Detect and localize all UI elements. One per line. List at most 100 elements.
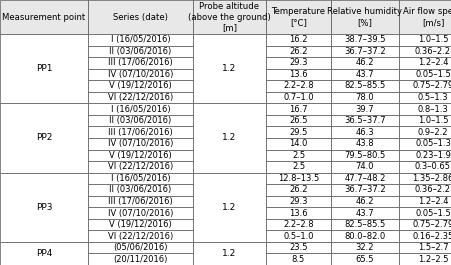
Text: II (03/06/2016): II (03/06/2016): [109, 116, 171, 125]
Bar: [88, 126, 193, 138]
Text: 1.2: 1.2: [222, 249, 236, 258]
Text: 0.05–1.3: 0.05–1.3: [414, 139, 450, 148]
Text: II (03/06/2016): II (03/06/2016): [109, 186, 171, 195]
Text: I (16/05/2016): I (16/05/2016): [110, 105, 170, 114]
Text: Measurement point: Measurement point: [2, 12, 85, 21]
Text: 14.0: 14.0: [289, 139, 307, 148]
Bar: [330, 161, 398, 173]
Text: PP2: PP2: [36, 134, 52, 143]
Text: 0.36–2.2: 0.36–2.2: [414, 47, 450, 56]
Text: 1.0–1.5: 1.0–1.5: [417, 116, 447, 125]
Bar: [398, 80, 451, 92]
Bar: [330, 138, 398, 149]
Bar: [265, 126, 330, 138]
Bar: [330, 34, 398, 46]
Text: 0.5–1.0: 0.5–1.0: [283, 232, 313, 241]
Bar: [265, 0, 330, 34]
Text: 26.5: 26.5: [289, 116, 307, 125]
Text: 1.5–2.7: 1.5–2.7: [417, 243, 447, 252]
Text: 0.3–0.65: 0.3–0.65: [414, 162, 450, 171]
Text: 0.05–1.5: 0.05–1.5: [414, 70, 450, 79]
Bar: [88, 46, 193, 57]
Bar: [398, 219, 451, 230]
Text: 23.5: 23.5: [289, 243, 307, 252]
Text: 38.7–39.5: 38.7–39.5: [344, 35, 385, 44]
Bar: [398, 69, 451, 80]
Bar: [330, 103, 398, 115]
Bar: [330, 242, 398, 253]
Bar: [265, 34, 330, 46]
Bar: [88, 173, 193, 184]
Text: 32.2: 32.2: [355, 243, 373, 252]
Text: V (19/12/2016): V (19/12/2016): [109, 151, 171, 160]
Text: PP3: PP3: [36, 203, 52, 212]
Bar: [398, 149, 451, 161]
Bar: [398, 126, 451, 138]
Bar: [265, 103, 330, 115]
Bar: [330, 69, 398, 80]
Bar: [193, 173, 265, 242]
Bar: [398, 57, 451, 69]
Text: 0.16–2.35: 0.16–2.35: [411, 232, 451, 241]
Text: 26.2: 26.2: [289, 186, 307, 195]
Text: 16.2: 16.2: [289, 35, 307, 44]
Bar: [398, 138, 451, 149]
Text: Air flow speed
[m/s]: Air flow speed [m/s]: [402, 7, 451, 27]
Text: 0.8–1.3: 0.8–1.3: [417, 105, 447, 114]
Text: 0.36–2.2: 0.36–2.2: [414, 186, 450, 195]
Text: II (03/06/2016): II (03/06/2016): [109, 47, 171, 56]
Text: Series (date): Series (date): [113, 12, 168, 21]
Bar: [330, 80, 398, 92]
Bar: [88, 80, 193, 92]
Bar: [398, 196, 451, 207]
Text: 46.2: 46.2: [355, 58, 373, 67]
Bar: [265, 253, 330, 265]
Text: 29.3: 29.3: [289, 58, 307, 67]
Bar: [0, 34, 88, 103]
Bar: [398, 207, 451, 219]
Bar: [398, 34, 451, 46]
Bar: [398, 0, 451, 34]
Text: 0.23–1.9: 0.23–1.9: [414, 151, 450, 160]
Bar: [330, 57, 398, 69]
Bar: [330, 115, 398, 126]
Text: 36.5–37.7: 36.5–37.7: [343, 116, 385, 125]
Bar: [88, 103, 193, 115]
Text: 1.2–2.4: 1.2–2.4: [417, 58, 447, 67]
Bar: [265, 149, 330, 161]
Text: 8.5: 8.5: [291, 255, 304, 264]
Text: I (16/05/2016): I (16/05/2016): [110, 174, 170, 183]
Bar: [265, 57, 330, 69]
Bar: [265, 196, 330, 207]
Bar: [398, 184, 451, 196]
Bar: [330, 219, 398, 230]
Text: IV (07/10/2016): IV (07/10/2016): [108, 70, 173, 79]
Text: I (16/05/2016): I (16/05/2016): [110, 35, 170, 44]
Text: 0.9–2.2: 0.9–2.2: [417, 128, 447, 137]
Text: 78.0: 78.0: [355, 93, 373, 102]
Text: 0.75–2.79: 0.75–2.79: [411, 220, 451, 229]
Bar: [398, 230, 451, 242]
Bar: [193, 103, 265, 173]
Text: IV (07/10/2016): IV (07/10/2016): [108, 209, 173, 218]
Text: III (17/06/2016): III (17/06/2016): [108, 58, 172, 67]
Bar: [0, 0, 88, 34]
Text: PP4: PP4: [36, 249, 52, 258]
Bar: [265, 138, 330, 149]
Bar: [88, 184, 193, 196]
Text: 1.2: 1.2: [222, 64, 236, 73]
Text: IV (07/10/2016): IV (07/10/2016): [108, 139, 173, 148]
Bar: [330, 149, 398, 161]
Bar: [265, 115, 330, 126]
Text: Relative humidity
[%]: Relative humidity [%]: [327, 7, 401, 27]
Text: 13.6: 13.6: [289, 70, 307, 79]
Text: 65.5: 65.5: [355, 255, 373, 264]
Bar: [0, 242, 88, 265]
Bar: [330, 207, 398, 219]
Bar: [330, 184, 398, 196]
Bar: [398, 173, 451, 184]
Text: VI (22/12/2016): VI (22/12/2016): [108, 232, 173, 241]
Text: 82.5–85.5: 82.5–85.5: [344, 220, 385, 229]
Text: 2.2–2.8: 2.2–2.8: [283, 220, 313, 229]
Bar: [265, 242, 330, 253]
